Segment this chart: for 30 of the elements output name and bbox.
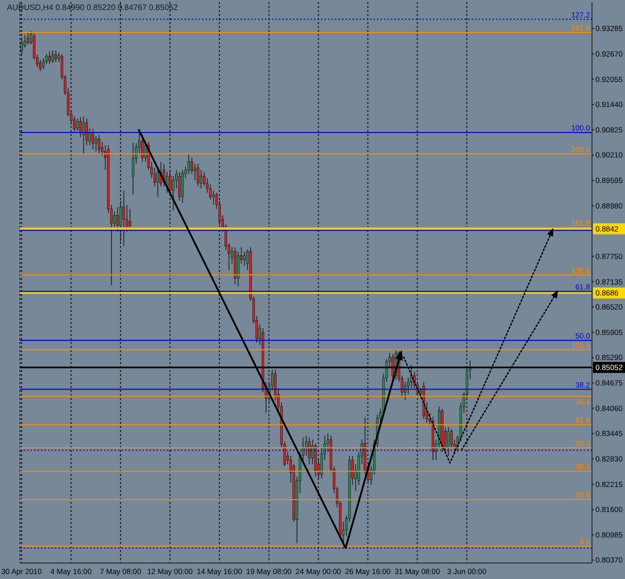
candlestick (243, 251, 246, 266)
candlestick (178, 172, 181, 202)
candlestick (82, 116, 85, 154)
chart-title: AUDUSD,H4 0.84990 0.85220 0.84767 0.85052 (7, 3, 178, 13)
candlestick (237, 251, 240, 287)
candlestick (122, 190, 126, 246)
candlestick (166, 172, 168, 193)
candlestick (305, 435, 308, 456)
candlestick (94, 136, 98, 152)
candlestick (212, 190, 215, 206)
candlestick (76, 118, 79, 132)
candlestick (156, 170, 160, 198)
candlestick (42, 58, 45, 70)
candlestick (51, 50, 54, 64)
candlestick (116, 206, 119, 232)
candlestick (54, 50, 57, 62)
candlestick (404, 382, 406, 401)
candlestick (200, 170, 202, 189)
candlestick (188, 154, 190, 174)
candlestick (26, 32, 30, 45)
candlestick (92, 128, 94, 150)
candlestick (48, 50, 51, 64)
candlestick (181, 170, 184, 204)
candlestick (45, 53, 48, 65)
candlestick (194, 163, 196, 181)
candlestick (447, 426, 450, 456)
candlestick (308, 437, 311, 465)
candlestick (98, 134, 100, 154)
candlestick (132, 142, 134, 196)
candlestick (196, 163, 200, 187)
